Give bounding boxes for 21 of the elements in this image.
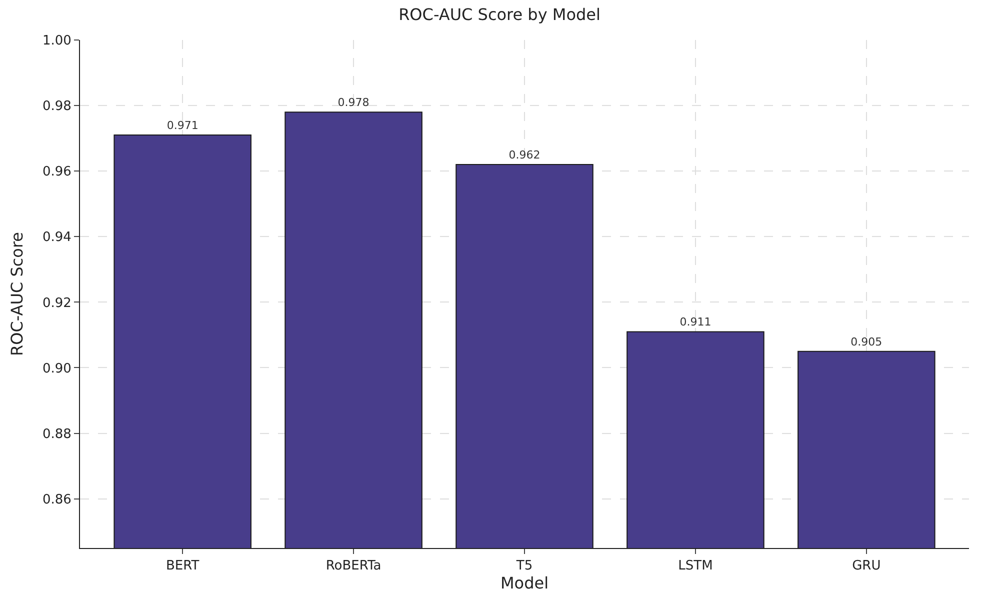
y-tick-label: 0.86 <box>42 492 72 508</box>
y-tick-label: 0.94 <box>42 230 72 246</box>
y-tick-label: 0.88 <box>42 426 72 442</box>
y-tick-label: 0.90 <box>42 361 72 376</box>
y-axis-title: ROC-AUC Score <box>7 232 26 356</box>
x-tick-label: T5 <box>515 558 533 574</box>
data-label: 0.905 <box>850 335 882 348</box>
data-label: 0.911 <box>680 316 712 329</box>
x-axis-title: Model <box>500 574 549 593</box>
chart-title: ROC-AUC Score by Model <box>398 5 600 24</box>
y-tick-label: 0.98 <box>42 99 72 114</box>
x-tick-label: LSTM <box>678 558 713 574</box>
data-label: 0.971 <box>166 119 198 132</box>
x-tick-label: RoBERTa <box>326 558 382 574</box>
x-tick-label: BERT <box>166 558 200 574</box>
y-tick-label: 0.96 <box>42 164 72 180</box>
data-label: 0.978 <box>338 96 370 110</box>
y-tick-label: 1.00 <box>42 34 72 49</box>
y-tick-label: 0.92 <box>42 296 72 311</box>
x-tick-label: GRU <box>852 558 881 574</box>
data-label: 0.962 <box>508 148 540 162</box>
